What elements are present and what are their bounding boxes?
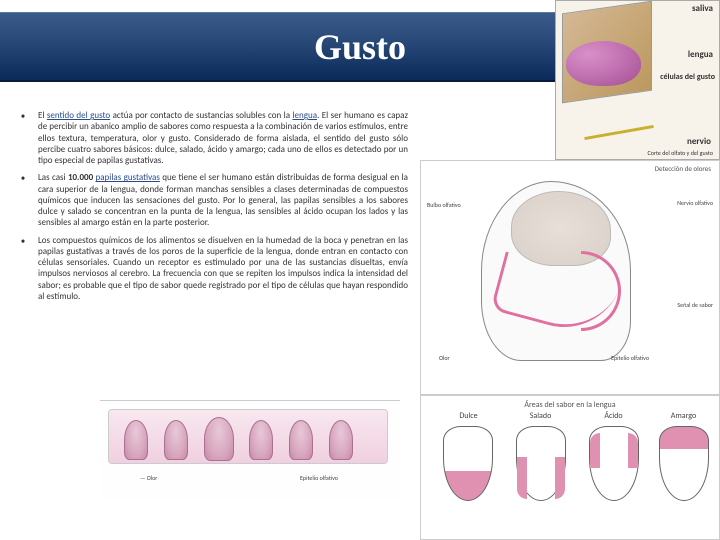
papila-cell: [164, 420, 188, 460]
label-celulas: células del gusto: [660, 73, 715, 82]
bullet-item: • Las casi 10.000 papilas gustativas que…: [18, 172, 408, 228]
label-nervio: nervio: [687, 136, 711, 147]
label-senal-sabor: Señal de sabor: [677, 301, 713, 309]
label-lengua: lengua: [688, 49, 713, 60]
tongue-salado: [516, 426, 566, 501]
papilas-strip: [108, 409, 388, 464]
tongue-shape: [566, 41, 641, 86]
label-nervio-olfativo: Nervio olfativo: [677, 199, 713, 207]
label-acido: Ácido: [586, 411, 641, 421]
bullet-marker: •: [18, 110, 28, 166]
figure-tongue-cutaway: saliva lengua células del gusto nervio C…: [555, 0, 720, 160]
figure-head-cross-section: Detección de olores Bulbo olfativo Nervi…: [420, 160, 720, 395]
label-epitelio2: Epitelio olfativo: [300, 474, 338, 482]
link-sentido-gusto[interactable]: sentido del gusto: [47, 110, 110, 121]
bullet-text: Las casi 10.000 papilas gustativas que t…: [38, 172, 408, 228]
label-olor: Olor: [439, 354, 450, 362]
papila-cell: [124, 420, 148, 460]
bullet-text: Los compuestos químicos de los alimentos…: [38, 235, 408, 303]
papila-cell: [249, 420, 273, 460]
bullet-text: El sentido del gusto actúa por contacto …: [38, 110, 408, 166]
bullet-marker: •: [18, 172, 28, 228]
figure-papilas: — Olor Epitelio olfativo: [100, 400, 400, 500]
bullet-item: • Los compuestos químicos de los aliment…: [18, 235, 408, 303]
figure-head-title: Detección de olores: [655, 164, 711, 173]
label-epitelio: Epitelio olfativo: [611, 354, 649, 362]
figure-taste-areas: Áreas del sabor en la lengua Dulce Salad…: [420, 395, 720, 540]
bullet-item: • El sentido del gusto actúa por contact…: [18, 110, 408, 166]
bullet-marker: •: [18, 235, 28, 303]
link-lengua[interactable]: lengua: [292, 110, 317, 121]
nerve-line: [584, 125, 653, 140]
head-silhouette: [481, 181, 651, 381]
tongue-amargo: [659, 426, 709, 501]
label-saliva: saliva: [692, 3, 713, 14]
label-salado: Salado: [513, 411, 568, 421]
tongue-dulce: [443, 426, 493, 501]
tongue-acido: [589, 426, 639, 501]
papila-cell: [329, 420, 353, 460]
papila-cell: [204, 417, 234, 461]
label-bulbo: Bulbo olfativo: [427, 201, 461, 209]
link-papilas[interactable]: papilas gustativas: [96, 172, 160, 183]
papila-cell: [289, 420, 313, 460]
label-olor2: — Olor: [140, 474, 157, 482]
label-caption: Corte del olfato y del gusto: [648, 149, 713, 157]
taste-areas-title: Áreas del sabor en la lengua: [421, 400, 719, 410]
slide-title: Gusto: [314, 26, 406, 68]
label-dulce: Dulce: [441, 411, 496, 421]
slide: Gusto • El sentido del gusto actúa por c…: [0, 0, 720, 540]
label-amargo: Amargo: [656, 411, 711, 421]
